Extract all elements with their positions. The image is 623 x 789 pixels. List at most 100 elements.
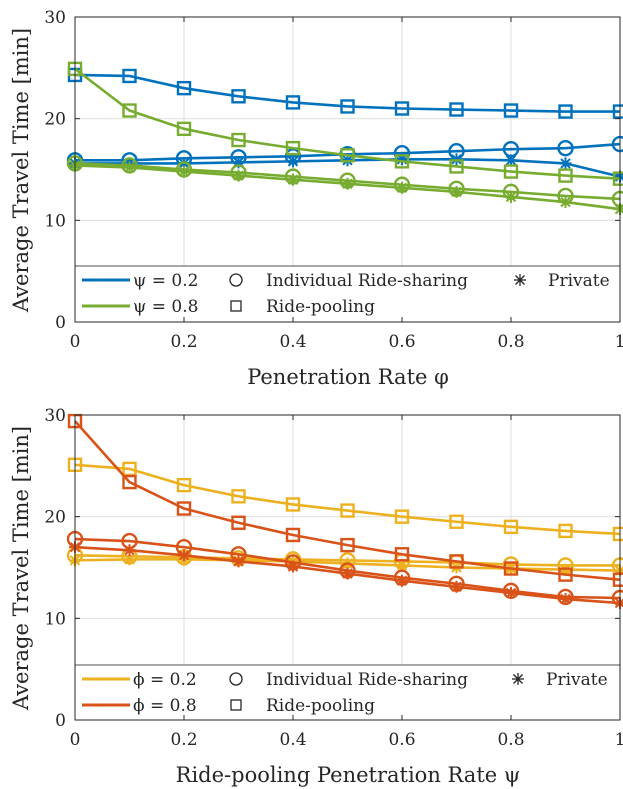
legend-asterisk-marker [512,673,524,685]
legend-color-2-label: ϕ = 0.8 [133,696,197,716]
point-0-2-ride-pooling [558,104,573,119]
point-0-8-private [287,173,299,186]
point-0-8-private [505,586,517,599]
point-0-8-ride-pooling [122,103,137,118]
point-0-8-ride-pooling [176,501,192,516]
point-0-8-private [341,177,354,190]
point-0-2-ride-pooling [558,523,573,539]
point-0-8-private [178,165,190,178]
point-0-2-private [287,155,299,168]
point-0-2-ride-pooling [231,89,246,104]
y-tick-label: 10 [44,211,66,231]
legend-asterisk-marker [514,274,526,286]
point-0-8-private [396,181,408,194]
point-0-2-ride-pooling [176,477,192,493]
point-0-8-ride-pooling [449,554,464,569]
point-0-8-ride-pooling [394,547,410,562]
point-0-8-ride-pooling [231,515,246,530]
point-0-8-ride-pooling [558,567,573,582]
point-0-8-ride-pooling [340,148,355,163]
point-0-8-private [232,555,245,568]
legend-circle-marker [229,273,243,287]
x-tick-label: 0.8 [497,730,524,750]
point-0-8-ride-pooling [449,159,464,174]
chart-bottom: ϕ = 0.2 ϕ = 0.8 Individual Ride-sharing … [9,406,623,787]
x-tick-label: 1 [615,730,623,750]
point-0-8-ride-pooling [503,561,519,576]
point-0-8-ride-pooling [558,168,573,183]
x-tick-label: 0 [70,730,81,750]
point-0-8-ride-pooling [503,164,519,179]
x-tick-label: 0.2 [170,332,197,352]
y-tick-label: 0 [55,711,66,731]
y-tick-label: 30 [44,8,66,28]
point-0-8-private [341,567,354,580]
series-line-0-8-ride-pooling [74,67,621,180]
point-0-2-ride-pooling [231,489,246,504]
y-axis-label: Average Travel Time [min] [9,28,33,313]
y-tick-label: 20 [44,508,66,528]
legend-square-marker [230,300,242,312]
legend-color-1-label: ψ = 0.2 [133,271,198,291]
point-0-8-private [450,580,463,593]
point-0-8-ride-pooling [394,154,410,169]
x-tick-label: 0.6 [388,730,415,750]
series-line-0-2-ride-pooling [74,73,620,113]
legend: ψ = 0.2 ψ = 0.8 Individual Ride-sharing … [74,265,621,323]
axes-frame [74,414,621,721]
x-tick-label: 0 [70,332,81,352]
legend-individual-label: Individual Ride-sharing [266,670,468,690]
point-0-2-ride-pooling [449,514,464,529]
point-0-8-private [450,185,463,198]
series-layer [66,413,623,610]
point-0-2-ride-pooling [122,68,137,84]
point-0-2-ride-pooling [394,509,410,524]
point-0-8-private [505,190,517,203]
x-tick-label: 0.8 [497,332,524,352]
point-0-8-private [559,196,572,209]
point-0-2-ride-pooling [122,461,137,477]
point-0-8-private [123,544,136,557]
point-0-8-private [559,593,572,606]
point-0-8-ride-pooling [122,474,137,490]
point-0-8-private [396,574,408,587]
y-tick-label: 0 [55,313,66,333]
point-0-2-ride-pooling [394,101,410,116]
legend-circle-marker [229,672,243,686]
point-0-8-ride-pooling [285,527,301,543]
legend-color-1-label: ϕ = 0.2 [133,670,197,690]
legend-box [74,265,621,323]
y-tick-label: 10 [44,609,66,629]
point-0-2-ride-pooling [340,503,355,518]
point-0-2-ride-pooling [503,519,519,535]
point-0-8-private [287,560,299,573]
y-tick-label: 20 [44,110,66,130]
x-tick-label: 0.6 [388,332,415,352]
legend-color-2-label: ψ = 0.8 [133,297,198,317]
legend-square-marker [230,699,242,711]
legend-box [74,664,621,721]
legend-individual-label: Individual Ride-sharing [266,271,468,291]
point-0-8-ride-pooling [340,537,355,553]
point-0-8-ride-pooling [285,140,301,156]
axes-frame [74,16,621,323]
point-0-2-ride-pooling [285,497,301,512]
y-tick-label: 30 [44,406,66,426]
x-tick-label: 0.4 [279,332,306,352]
chart-top: ψ = 0.2 ψ = 0.8 Individual Ride-sharing … [9,8,623,389]
point-0-8-private [232,169,245,182]
point-0-2-ride-pooling [449,102,464,117]
series-line-0-8-ride-pooling [74,420,621,581]
legend-private-label: Private [546,670,608,690]
x-tick-label: 0.4 [279,730,306,750]
point-0-2-ride-pooling [503,103,519,118]
point-0-8-ride-pooling [231,132,246,148]
legend-ridepooling-label: Ride-pooling [266,297,375,317]
series-line-0-2-ride-pooling [74,463,621,536]
point-0-8-private [123,161,136,174]
x-axis-label: Penetration Rate φ [247,365,449,389]
series-layer [66,61,623,216]
